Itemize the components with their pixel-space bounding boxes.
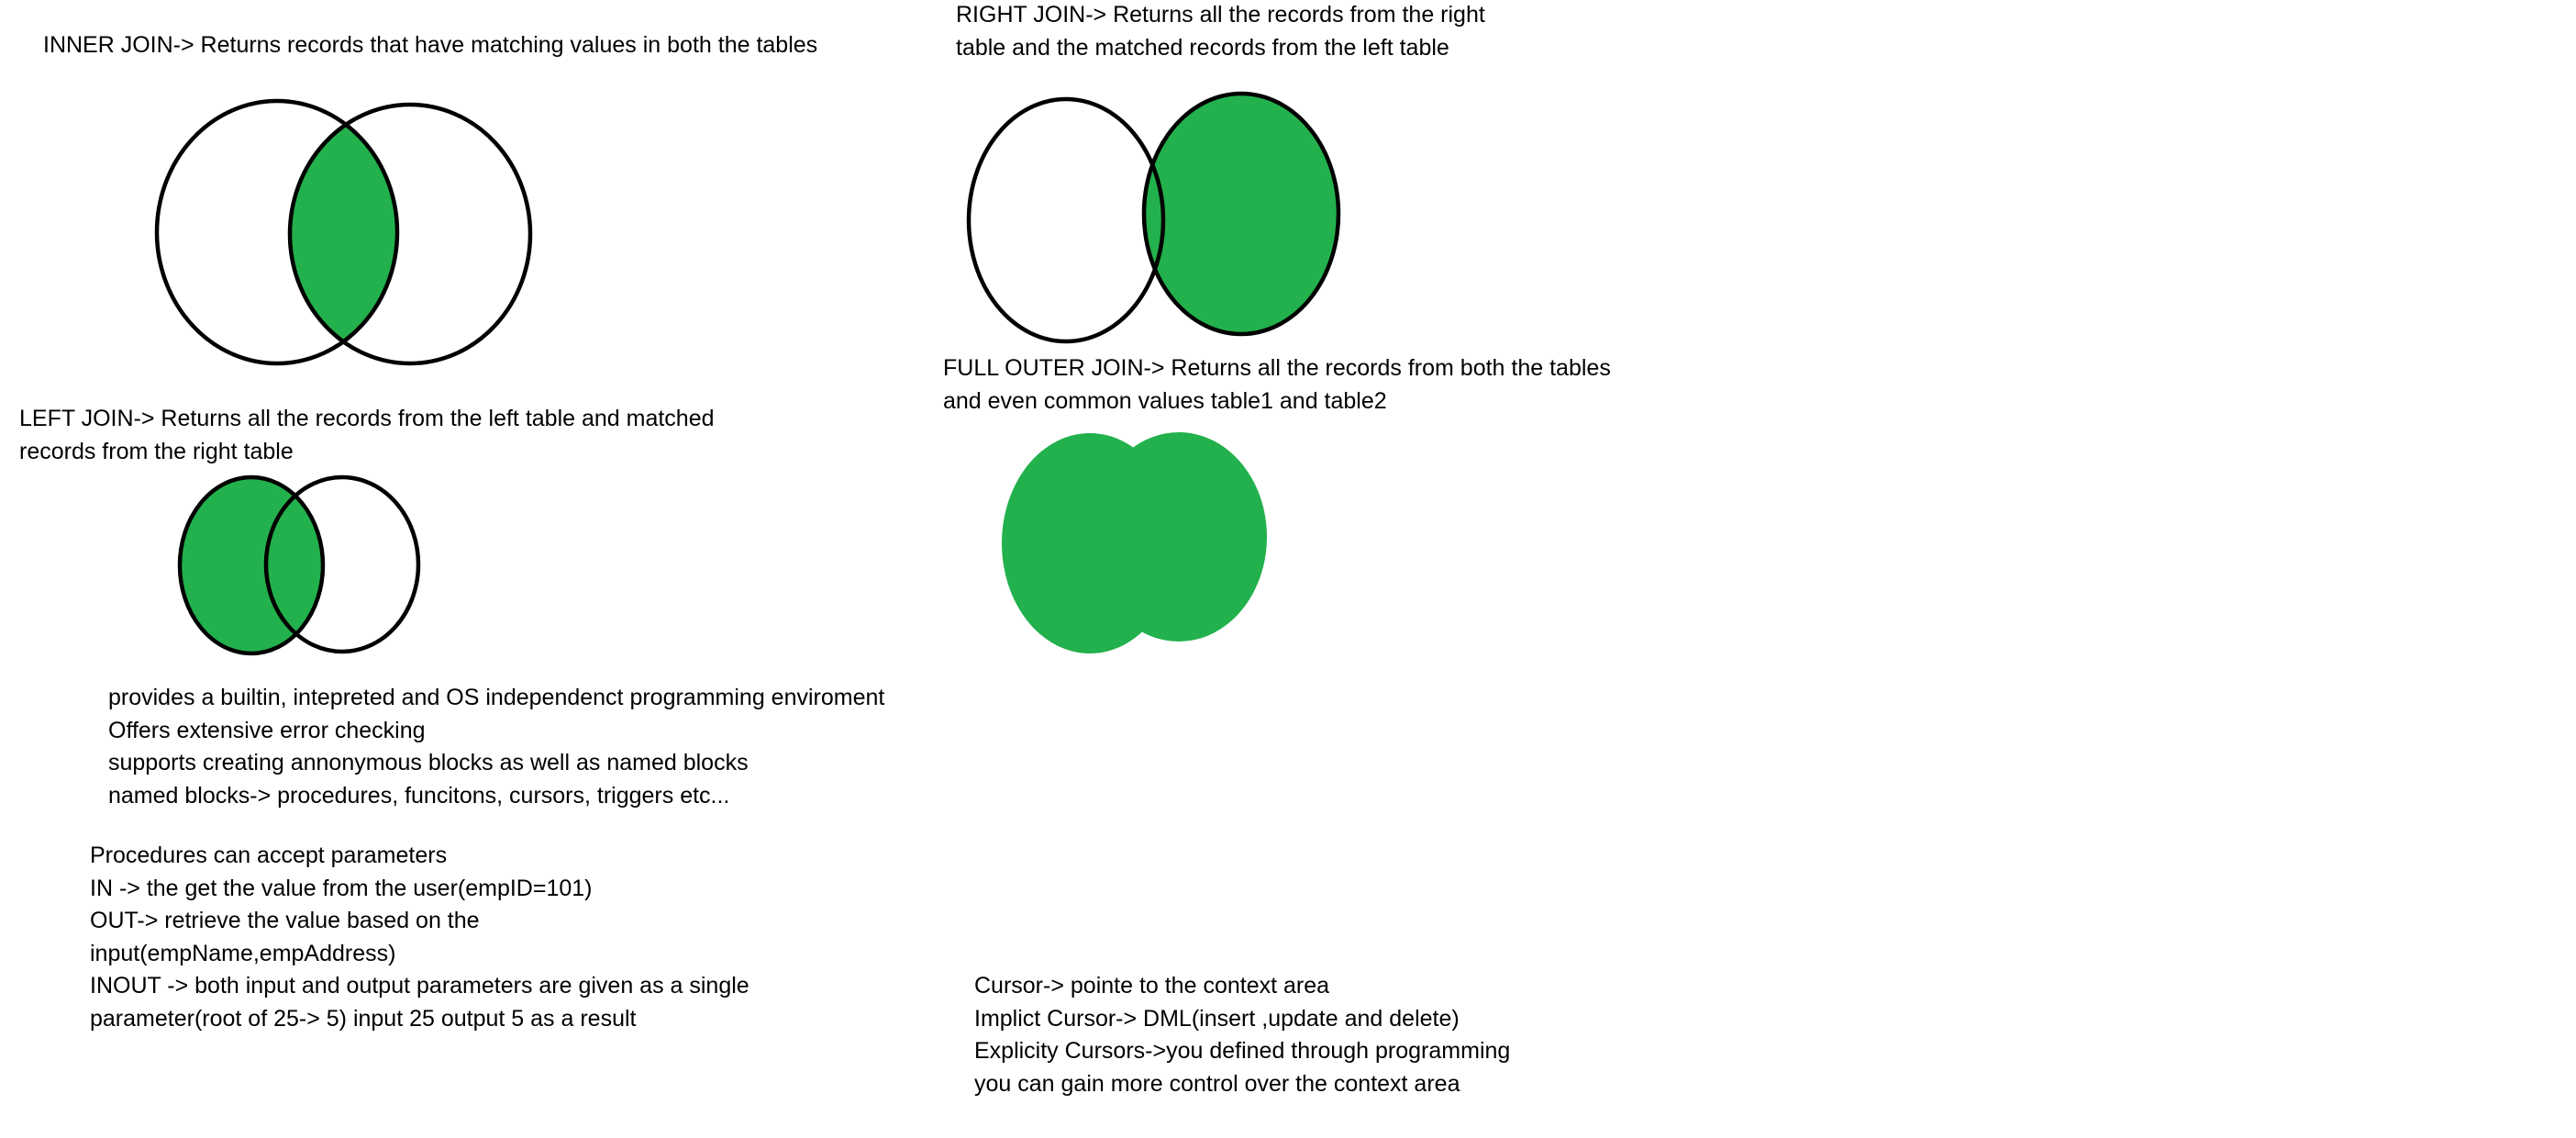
- cursors-line: Cursor-> pointe to the context area: [974, 973, 1330, 999]
- plsql-feature-line: named blocks-> procedures, funcitons, cu…: [108, 782, 730, 809]
- right-join-caption-line-1: RIGHT JOIN-> Returns all the records fro…: [956, 2, 1485, 28]
- inner-join-right-circle: [287, 102, 533, 366]
- left-join-left-circle: [177, 474, 326, 656]
- cursors-line: Explicity Cursors->you defined through p…: [974, 1038, 1511, 1064]
- plsql-feature-line: supports creating annonymous blocks as w…: [108, 750, 749, 775]
- right-join-left-circle: [966, 96, 1166, 344]
- procedures-line: Procedures can accept parameters: [90, 842, 448, 868]
- cursors-line: you can gain more control over the conte…: [974, 1070, 1460, 1097]
- procedures-line: OUT-> retrieve the value based on the: [90, 908, 480, 933]
- left-join-right-circle: [263, 474, 421, 654]
- full-outer-join-caption-line-1: FULL OUTER JOIN-> Returns all the record…: [943, 355, 1611, 381]
- plsql-features-text: provides a builtin, intepreted and OS in…: [108, 682, 884, 812]
- left-join-caption: LEFT JOIN-> Returns all the records from…: [19, 403, 715, 468]
- inner-join-left-circle: [154, 98, 400, 366]
- plsql-feature-line: provides a builtin, intepreted and OS in…: [108, 685, 885, 710]
- right-join-caption: RIGHT JOIN-> Returns all the records fro…: [956, 0, 1485, 64]
- inner-join-caption-line: INNER JOIN-> Returns records that have m…: [43, 32, 818, 58]
- inner-join-intersection-fill: [290, 105, 397, 363]
- full-outer-join-left-fill: [1002, 433, 1178, 653]
- right-join-right-circle-fill: [1144, 94, 1338, 334]
- right-join-right-circle: [1141, 91, 1341, 337]
- left-join-caption-line-1: LEFT JOIN-> Returns all the records from…: [19, 406, 715, 431]
- procedures-line: INOUT -> both input and output parameter…: [90, 973, 749, 999]
- procedures-line: parameter(root of 25-> 5) input 25 outpu…: [90, 1005, 637, 1032]
- plsql-feature-line: Offers extensive error checking: [108, 717, 426, 743]
- cursors-text: Cursor-> pointe to the context area Impl…: [974, 970, 1510, 1100]
- left-join-left-circle-fill: [180, 477, 323, 653]
- cursors-line: Implict Cursor-> DML(insert ,update and …: [974, 1005, 1460, 1032]
- left-join-caption-line-2: records from the right table: [19, 438, 294, 464]
- full-outer-join-caption-line-2: and even common values table1 and table2: [943, 387, 1387, 414]
- full-outer-join-caption: FULL OUTER JOIN-> Returns all the record…: [943, 352, 1611, 418]
- full-outer-join-right-fill: [1091, 432, 1267, 642]
- procedures-line: input(empName,empAddress): [90, 940, 396, 966]
- right-join-caption-line-2: table and the matched records from the l…: [956, 34, 1449, 61]
- procedures-line: IN -> the get the value from the user(em…: [90, 875, 593, 901]
- procedures-text: Procedures can accept parameters IN -> t…: [90, 840, 749, 1035]
- inner-join-caption: INNER JOIN-> Returns records that have m…: [43, 29, 817, 62]
